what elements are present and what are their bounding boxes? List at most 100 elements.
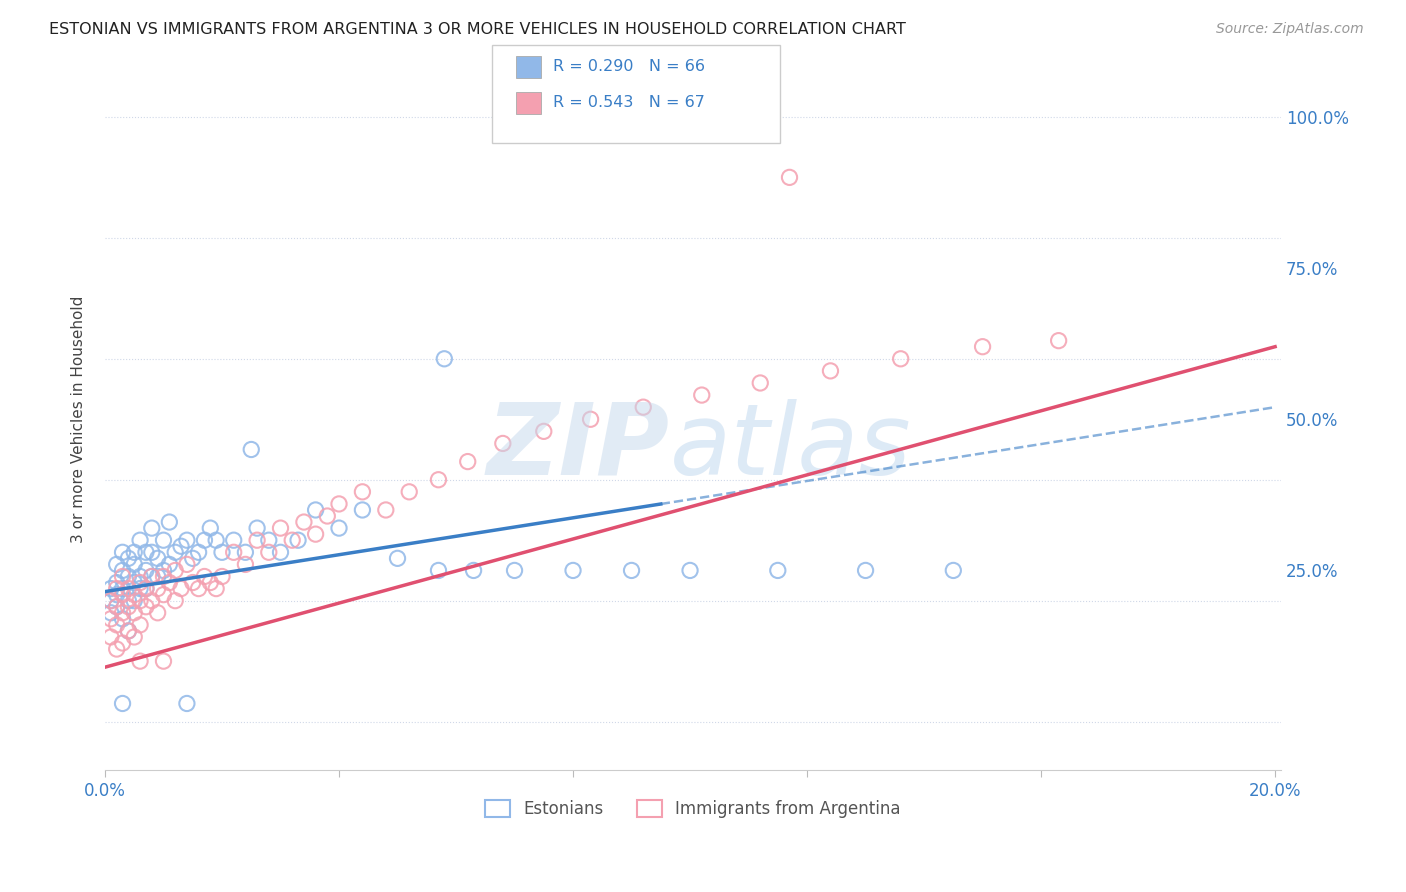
Point: [117, 624, 139, 638]
Point: [146, 606, 169, 620]
Point: [135, 599, 157, 614]
Point: [205, 582, 228, 596]
Point: [200, 575, 222, 590]
Point: [211, 569, 233, 583]
Point: [679, 564, 702, 578]
Point: [328, 497, 350, 511]
Point: [316, 508, 339, 523]
Point: [141, 569, 163, 583]
Point: [270, 521, 292, 535]
Point: [135, 564, 157, 578]
Point: [766, 564, 789, 578]
Point: [157, 575, 180, 590]
Point: [111, 697, 134, 711]
Point: [270, 545, 292, 559]
Point: [129, 569, 152, 583]
Point: [117, 551, 139, 566]
Point: [135, 582, 157, 596]
Point: [427, 473, 450, 487]
Point: [942, 564, 965, 578]
Point: [165, 564, 187, 578]
Point: [690, 388, 713, 402]
Point: [141, 545, 163, 559]
Point: [111, 612, 134, 626]
Point: [235, 545, 257, 559]
Point: [176, 558, 198, 572]
Point: [427, 564, 450, 578]
Point: [281, 533, 304, 548]
Point: [304, 527, 326, 541]
Point: [170, 539, 193, 553]
Point: [111, 569, 134, 583]
Point: [246, 521, 269, 535]
Point: [352, 503, 374, 517]
Point: [100, 593, 122, 607]
Point: [457, 454, 479, 468]
Point: [200, 521, 222, 535]
Point: [503, 564, 526, 578]
Point: [152, 569, 174, 583]
Point: [165, 593, 187, 607]
Point: [111, 545, 134, 559]
Point: [117, 569, 139, 583]
Point: [304, 503, 326, 517]
Point: [105, 642, 128, 657]
Point: [779, 170, 801, 185]
Text: ESTONIAN VS IMMIGRANTS FROM ARGENTINA 3 OR MORE VEHICLES IN HOUSEHOLD CORRELATIO: ESTONIAN VS IMMIGRANTS FROM ARGENTINA 3 …: [49, 22, 905, 37]
Point: [100, 606, 122, 620]
Point: [100, 582, 122, 596]
Y-axis label: 3 or more Vehicles in Household: 3 or more Vehicles in Household: [72, 295, 86, 543]
Point: [105, 599, 128, 614]
Point: [117, 599, 139, 614]
Point: [105, 582, 128, 596]
Point: [176, 533, 198, 548]
Point: [122, 558, 145, 572]
Point: [129, 618, 152, 632]
Point: [129, 582, 152, 596]
Point: [141, 593, 163, 607]
Point: [292, 515, 315, 529]
Point: [374, 503, 396, 517]
Point: [533, 425, 555, 439]
Point: [129, 533, 152, 548]
Point: [170, 582, 193, 596]
Point: [146, 569, 169, 583]
Point: [152, 564, 174, 578]
Point: [287, 533, 309, 548]
Point: [181, 575, 204, 590]
Point: [187, 545, 209, 559]
Point: [222, 545, 245, 559]
Point: [111, 588, 134, 602]
Point: [111, 606, 134, 620]
Point: [398, 484, 420, 499]
Point: [620, 564, 643, 578]
Point: [749, 376, 772, 390]
Point: [157, 558, 180, 572]
Point: [152, 588, 174, 602]
Point: [492, 436, 515, 450]
Point: [579, 412, 602, 426]
Point: [152, 533, 174, 548]
Point: [246, 533, 269, 548]
Point: [433, 351, 456, 366]
Point: [111, 582, 134, 596]
Point: [165, 545, 187, 559]
Point: [122, 606, 145, 620]
Point: [100, 593, 122, 607]
Point: [100, 630, 122, 644]
Point: [211, 545, 233, 559]
Point: [105, 618, 128, 632]
Point: [257, 545, 280, 559]
Point: [117, 624, 139, 638]
Text: atlas: atlas: [669, 399, 911, 496]
Point: [100, 612, 122, 626]
Point: [193, 533, 215, 548]
Point: [146, 551, 169, 566]
Point: [240, 442, 263, 457]
Point: [105, 558, 128, 572]
Point: [257, 533, 280, 548]
Point: [111, 636, 134, 650]
Legend: Estonians, Immigrants from Argentina: Estonians, Immigrants from Argentina: [478, 793, 907, 825]
Text: ZIP: ZIP: [486, 399, 669, 496]
Point: [105, 575, 128, 590]
